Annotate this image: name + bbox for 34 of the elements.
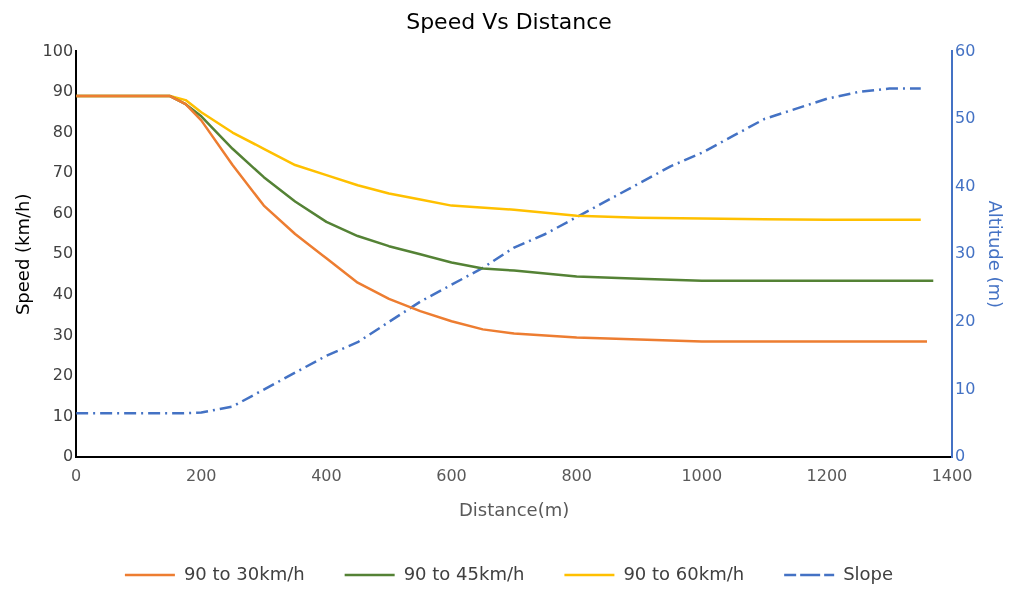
legend-label: 90 to 30km/h (183, 562, 305, 584)
line-series (76, 87, 923, 415)
y-tick-label: 10 (52, 405, 74, 425)
y-tick-label: 20 (52, 365, 74, 385)
x-axis-title: Distance(m) (458, 498, 570, 520)
legend-label: Slope (843, 562, 894, 584)
y2-tick-label: 20 (955, 311, 976, 331)
y-tick-label: 30 (52, 324, 74, 344)
x-tick-label: 1000 (681, 465, 723, 485)
y2-tick-label: 50 (955, 108, 976, 128)
x-tick-label: 600 (436, 465, 467, 485)
y-tick-label: 60 (52, 202, 74, 222)
chart-title: Speed Vs Distance (406, 8, 612, 34)
legend-label: 90 to 60km/h (623, 562, 745, 584)
y-tick-label: 40 (52, 284, 74, 304)
x-tick-label: 200 (185, 465, 217, 485)
y2-tick-label: 0 (955, 446, 966, 466)
y-tick-label: 80 (52, 121, 74, 141)
y2-tick-label: 60 (955, 40, 976, 60)
legend-label: 90 to 45km/h (403, 562, 525, 584)
y2-tick-label: 30 (955, 243, 976, 263)
x-tick-label: 1400 (931, 465, 973, 485)
x-tick-label: 800 (561, 465, 592, 485)
x-tick-label: 400 (311, 465, 342, 485)
x-tick-label: 1200 (806, 465, 848, 485)
y-tick-label: 0 (62, 446, 74, 466)
y-tick-label: 50 (52, 243, 74, 263)
y-tick-label: 100 (42, 40, 74, 60)
y2-axis-title: Altitude (m) (984, 200, 1006, 309)
y-tick-label: 70 (52, 162, 74, 182)
y2-tick-label: 10 (955, 378, 976, 398)
y-tick-label: 90 (52, 81, 74, 101)
y2-tick-label: 40 (955, 175, 976, 195)
y-axis-title: Speed (km/h) (12, 193, 34, 316)
